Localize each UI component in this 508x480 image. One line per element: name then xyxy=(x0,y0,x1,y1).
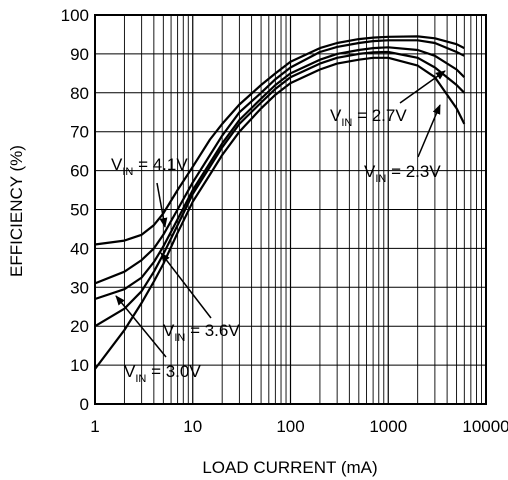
x-axis-title: LOAD CURRENT (mA) xyxy=(202,458,377,477)
series-line-1 xyxy=(94,39,465,285)
y-tick-label: 90 xyxy=(70,45,89,64)
arrow-vin-4-1 xyxy=(156,182,168,228)
y-axis-title: EFFICIENCY (%) xyxy=(7,145,26,277)
arrow-vin-3-6 xyxy=(160,252,212,319)
series-layer xyxy=(94,35,466,370)
y-tick-label: 70 xyxy=(70,123,89,142)
arrow-vin-2-7 xyxy=(399,70,446,104)
plot-frame xyxy=(94,14,487,405)
x-tick-label: 10 xyxy=(183,417,202,436)
x-tick-label: 1 xyxy=(90,417,99,436)
arrow-vin-2-3 xyxy=(417,104,441,158)
y-tick-label: 60 xyxy=(70,162,89,181)
annotation-vin-4-1: VIN = 4.1V xyxy=(111,155,188,178)
y-tick-label: 50 xyxy=(70,201,89,220)
y-tick-label: 20 xyxy=(70,317,89,336)
annotation-vin-2-7: VIN = 2.7V xyxy=(330,106,407,129)
y-tick-label: 30 xyxy=(70,278,89,297)
x-tick-label: 100 xyxy=(276,417,304,436)
x-tick-label: 1000 xyxy=(369,417,407,436)
series-line-2 xyxy=(94,46,466,301)
y-tick-label: 0 xyxy=(80,395,89,414)
series-line-0 xyxy=(94,35,465,246)
annotation-vin-2-3: VIN = 2.3V xyxy=(364,162,441,185)
annotation-vin-3-6: VIN = 3.6V xyxy=(163,321,240,344)
y-tick-label: 40 xyxy=(70,239,89,258)
annotation-vin-3-0: VIN = 3.0V xyxy=(124,362,201,385)
series-line-4 xyxy=(94,56,466,370)
series-line-3 xyxy=(94,50,466,328)
y-tick-label: 100 xyxy=(61,6,89,25)
y-tick-label: 80 xyxy=(70,84,89,103)
arrow-vin-3-0 xyxy=(115,295,167,358)
x-tick-label: 10000 xyxy=(462,417,508,436)
y-tick-label: 10 xyxy=(70,356,89,375)
